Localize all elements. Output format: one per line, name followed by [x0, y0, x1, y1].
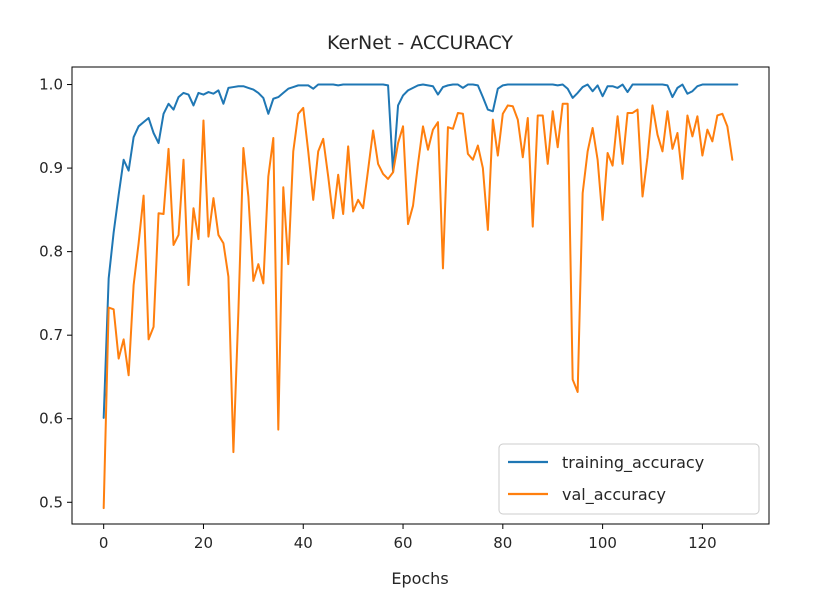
y-tick-label: 0.8	[39, 243, 63, 261]
series-layer	[102, 83, 739, 510]
legend-label-val-accuracy: val_accuracy	[562, 485, 666, 505]
y-tick-label: 0.7	[39, 326, 63, 344]
x-tick-label: 60	[393, 534, 412, 552]
x-tick-label: 0	[99, 534, 109, 552]
legend: training_accuracy val_accuracy	[498, 443, 760, 515]
y-axis: 0.5 0.6 0.7 0.8 0.9 1.0	[39, 76, 72, 511]
y-tick-label: 0.6	[39, 410, 63, 428]
x-tick-label: 100	[588, 534, 617, 552]
y-tick-label: 0.9	[39, 159, 63, 177]
series-line-val-accuracy	[102, 102, 734, 510]
x-tick-label: 40	[294, 534, 313, 552]
legend-label-training-accuracy: training_accuracy	[562, 453, 704, 473]
x-axis-label: Epochs	[391, 569, 448, 588]
plot-area-frame	[71, 66, 770, 525]
x-axis: 0 20 40 60 80 100 120	[99, 524, 717, 552]
legend-box	[498, 443, 760, 515]
series-line-training-accuracy	[102, 83, 739, 419]
chart-title: KerNet - ACCURACY	[327, 32, 513, 54]
y-tick-label: 1.0	[39, 76, 63, 94]
y-tick-label: 0.5	[39, 493, 63, 511]
x-tick-label: 80	[493, 534, 512, 552]
x-tick-label: 120	[688, 534, 717, 552]
x-tick-label: 20	[194, 534, 213, 552]
